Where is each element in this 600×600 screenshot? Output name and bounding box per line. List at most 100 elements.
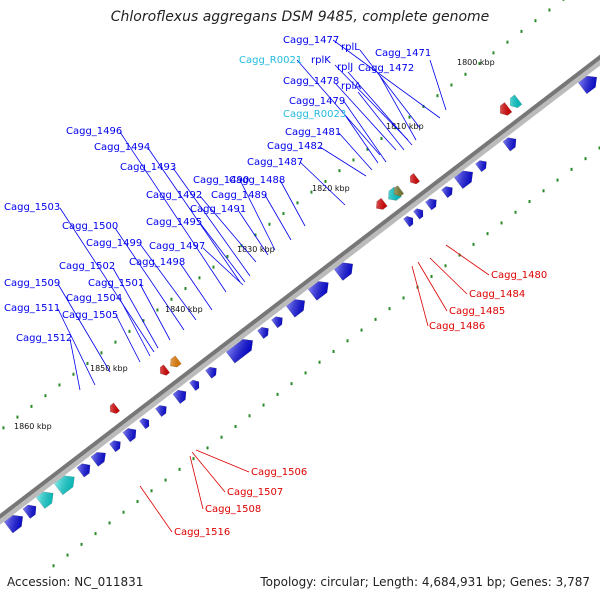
gene-label[interactable]: rplK: [311, 55, 331, 66]
gene-label[interactable]: Cagg_1481: [285, 127, 341, 138]
tick-dot: [108, 521, 111, 525]
forward-gene-shade: [122, 428, 137, 442]
gene-label[interactable]: Cagg_1477: [283, 35, 339, 46]
gene-label[interactable]: Cagg_1484: [469, 289, 525, 300]
gene-label[interactable]: Cagg_1501: [88, 278, 144, 289]
genome-backbone-shadow: [0, 56, 600, 525]
gene-label[interactable]: Cagg_1479: [289, 96, 345, 107]
tick-dot: [290, 382, 293, 386]
forward-leader-line: [319, 146, 367, 177]
tick-dot: [492, 51, 495, 55]
gene-label[interactable]: Cagg_1503: [4, 202, 60, 213]
tick-dot: [430, 275, 433, 279]
gene-label[interactable]: Cagg_1472: [358, 63, 414, 74]
tick-dot: [338, 169, 341, 173]
tick-dot: [30, 404, 33, 408]
forward-leader-line: [334, 64, 409, 141]
gene-label[interactable]: Cagg_1478: [283, 76, 339, 87]
gene-label[interactable]: Cagg_1493: [120, 162, 176, 173]
accession-text: Accession: NC_011831: [7, 575, 144, 589]
forward-gene: [285, 299, 306, 318]
forward-leader-line: [57, 308, 96, 386]
gene-label[interactable]: Cagg_1494: [94, 142, 150, 153]
forward-leader-line: [69, 338, 81, 391]
gene-label[interactable]: Cagg_1509: [4, 278, 60, 289]
gene-label[interactable]: Cagg_1505: [62, 310, 118, 321]
gene-label[interactable]: Cagg_1516: [174, 527, 230, 538]
map-title: Chloroflexus aggregans DSM 9485, complet…: [110, 9, 490, 25]
gene-label[interactable]: Cagg_1487: [247, 157, 303, 168]
rna-label[interactable]: Cagg_R0023: [283, 109, 346, 120]
forward-leader-line: [279, 179, 306, 227]
forward-leader-line: [359, 49, 421, 129]
gene-label[interactable]: Cagg_1490: [193, 175, 249, 186]
forward-leader-line: [347, 71, 413, 146]
forward-gene: [475, 160, 487, 173]
forward-gene: [271, 316, 283, 329]
tick-dot: [394, 126, 397, 130]
forward-gene-shade: [286, 299, 305, 318]
gene-label[interactable]: Cagg_1502: [59, 261, 115, 272]
tick-dot: [142, 319, 145, 323]
gene-label[interactable]: rplA: [341, 81, 361, 92]
gene-label[interactable]: Cagg_1499: [86, 238, 142, 249]
forward-leader-line: [299, 161, 346, 206]
forward-leader-line: [112, 267, 159, 349]
gene-label[interactable]: Cagg_1504: [66, 293, 122, 304]
gene-label[interactable]: Cagg_1500: [62, 221, 118, 232]
reverse-gene-labels: Cagg_1480 Cagg_1484 Cagg_1485 Cagg_1486 …: [174, 270, 547, 538]
gene-label[interactable]: Cagg_1507: [227, 487, 283, 498]
gene-label[interactable]: Cagg_1486: [429, 321, 485, 332]
reverse-gene-shade: [500, 102, 512, 116]
reverse-gene: [509, 94, 523, 109]
gene-label[interactable]: rplL: [341, 42, 360, 53]
gene-label[interactable]: Cagg_1482: [267, 141, 323, 152]
tick-dot: [486, 232, 489, 236]
forward-gene: [425, 198, 437, 211]
gene-label[interactable]: Cagg_1471: [375, 48, 431, 59]
gene-label[interactable]: Cagg_1508: [205, 504, 261, 515]
forward-gene: [441, 186, 453, 199]
forward-leader-line: [139, 243, 197, 321]
gene-label[interactable]: Cagg_1511: [4, 303, 60, 314]
tick-dot: [184, 287, 187, 291]
forward-leader-line: [172, 167, 251, 277]
reverse-gene: [109, 402, 121, 414]
gene-label[interactable]: Cagg_1480: [491, 270, 547, 281]
tick-dot: [352, 158, 355, 162]
forward-leader-line: [202, 247, 244, 286]
forward-leader-line: [335, 83, 397, 151]
genome-summary-text: Topology: circular; Length: 4,684,931 bp…: [260, 575, 590, 589]
tick-dot: [178, 467, 181, 471]
gene-label[interactable]: Cagg_1485: [449, 306, 505, 317]
genome-backbone: [0, 54, 600, 519]
gene-label[interactable]: rplJ: [337, 62, 353, 73]
gene-label[interactable]: Cagg_1495: [146, 217, 202, 228]
tick-label: 1830 kbp: [237, 245, 275, 254]
tick-dot: [318, 360, 321, 364]
tick-dot: [150, 489, 153, 493]
gene-label[interactable]: Cagg_1488: [229, 175, 285, 186]
gene-label[interactable]: Cagg_1492: [146, 190, 202, 201]
gene-label[interactable]: Cagg_1506: [251, 467, 307, 478]
tick-dot: [570, 167, 573, 171]
gene-label[interactable]: Cagg_1491: [190, 204, 246, 215]
gene-label[interactable]: Cagg_1498: [129, 257, 185, 268]
tick-dot: [58, 383, 61, 387]
reverse-gene-track: [109, 94, 523, 414]
gene-label[interactable]: Cagg_1496: [66, 126, 122, 137]
position-tick-labels: 1800 kbp 1810 kbp 1820 kbp 1830 kbp 1840…: [14, 58, 495, 431]
gene-label[interactable]: Cagg_1497: [149, 241, 205, 252]
tick-dot: [212, 265, 215, 269]
forward-leader-line: [379, 75, 417, 141]
forward-gene-track: [3, 75, 598, 534]
tick-dot: [436, 94, 439, 98]
gene-label[interactable]: Cagg_1512: [16, 333, 72, 344]
rna-label[interactable]: Cagg_R0021: [239, 55, 302, 66]
gene-label[interactable]: Cagg_1489: [211, 190, 267, 201]
forward-gene-shade: [441, 186, 453, 198]
label-leader-lines: [57, 39, 490, 533]
tick-dot: [464, 72, 467, 76]
